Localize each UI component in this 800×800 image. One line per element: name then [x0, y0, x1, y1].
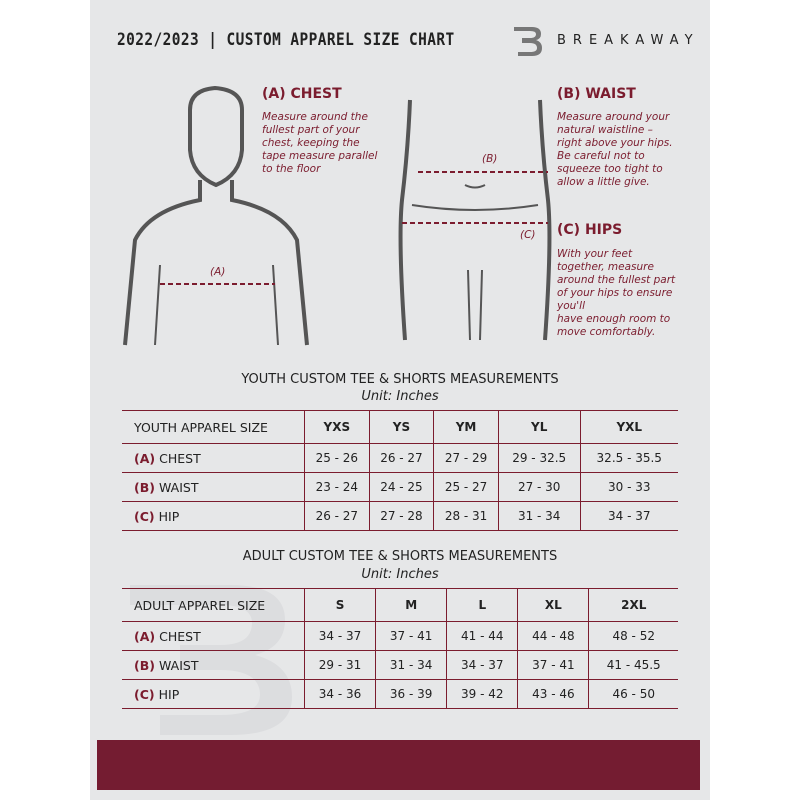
- table-cell: 34 - 36: [303, 679, 376, 709]
- size-header: 2XL: [588, 588, 678, 622]
- size-label: ADULT APPAREL SIZE: [122, 588, 305, 622]
- measure-label: (C) HIP: [122, 501, 305, 531]
- hips-description: With your feet together, measure around …: [557, 248, 676, 338]
- table-cell: 23 - 24: [304, 472, 370, 502]
- size-header: L: [446, 588, 518, 622]
- measure-letter: (B): [134, 479, 155, 495]
- measure-name: HIP: [158, 508, 180, 524]
- table-row: (C) HIP 34 - 36 36 - 39 39 - 42 43 - 46 46 - 5…: [122, 679, 678, 709]
- chest-heading: (A) CHEST: [262, 86, 342, 102]
- table-cell: 37 - 41: [375, 621, 447, 651]
- measure-letter: (C): [134, 686, 155, 702]
- table-cell: 36 - 39: [375, 679, 447, 709]
- brand-name: BREAKAWAY: [557, 33, 700, 48]
- page-title: 2022/2023 | CUSTOM APPAREL SIZE CHART: [117, 30, 455, 50]
- table-cell: 25 - 26: [304, 443, 370, 473]
- table-cell: 41 - 44: [446, 621, 518, 651]
- measure-name: WAIST: [158, 657, 199, 673]
- table-row: (B) WAIST 23 - 24 24 - 25 25 - 27 27 - 30 30 -…: [122, 472, 678, 502]
- youth-table-unit: Unit: Inches: [361, 389, 439, 404]
- waist-marker: (B): [482, 153, 498, 165]
- table-cell: 25 - 27: [433, 472, 499, 502]
- table-cell: 24 - 25: [368, 472, 434, 502]
- hip-marker: (C): [520, 229, 536, 241]
- measure-name: HIP: [158, 686, 180, 702]
- measure-label: (C) HIP: [122, 679, 305, 709]
- measure-name: CHEST: [159, 628, 201, 644]
- table-cell: 27 - 28: [368, 501, 434, 531]
- table-cell: 30 - 33: [579, 472, 678, 502]
- measure-name: CHEST: [159, 450, 201, 466]
- table-cell: 29 - 32.5: [497, 443, 581, 473]
- table-cell: 31 - 34: [497, 501, 581, 531]
- measure-label: (A) CHEST: [122, 621, 305, 651]
- waist-description: Measure around your natural waistline – …: [557, 111, 673, 188]
- table-cell: 41 - 45.5: [588, 650, 678, 680]
- measure-letter: (A): [134, 628, 156, 644]
- table-cell: 32.5 - 35.5: [579, 443, 678, 473]
- adult-table-unit: Unit: Inches: [361, 567, 439, 582]
- youth-table-title: YOUTH CUSTOM TEE & SHORTS MEASUREMENTS: [241, 372, 559, 387]
- table-cell: 31 - 34: [375, 650, 447, 680]
- measure-letter: (C): [134, 508, 155, 524]
- table-cell: 27 - 30: [497, 472, 581, 502]
- table-cell: 26 - 27: [368, 443, 434, 473]
- chest-marker: (A): [210, 266, 226, 278]
- table-row: (A) CHEST 34 - 37 37 - 41 41 - 44 44 - 48 48 -…: [122, 621, 678, 651]
- table-cell: 26 - 27: [304, 501, 370, 531]
- table-row: (A) CHEST 25 - 26 26 - 27 27 - 29 29 - 32.5 32…: [122, 443, 678, 473]
- adult-table-title: ADULT CUSTOM TEE & SHORTS MEASUREMENTS: [242, 549, 558, 564]
- table-cell: 29 - 31: [303, 650, 376, 680]
- lower-body-figure: [398, 99, 552, 341]
- measure-name: WAIST: [158, 479, 199, 495]
- waist-heading: (B) WAIST: [557, 86, 636, 102]
- figure-illustrations: [123, 85, 552, 346]
- table-cell: 34 - 37: [579, 501, 678, 531]
- table-header-row: YOUTH APPAREL SIZE YXS YS YM YL YXL: [122, 410, 678, 444]
- table-cell: 44 - 48: [517, 621, 589, 651]
- size-header: YS: [368, 410, 434, 444]
- table-cell: 39 - 42: [446, 679, 518, 709]
- size-header: XL: [517, 588, 589, 622]
- youth-size-table: YOUTH APPAREL SIZE YXS YS YM YL YXL (A) CHEST 25…: [122, 410, 678, 531]
- table-cell: 48 - 52: [588, 621, 678, 651]
- measure-letter: (A): [134, 450, 156, 466]
- table-cell: 43 - 46: [517, 679, 589, 709]
- adult-size-table: ADULT APPAREL SIZE S M L XL 2XL (A) CHEST 34 - 3…: [122, 588, 678, 709]
- measure-letter: (B): [134, 657, 155, 673]
- table-row: (B) WAIST 29 - 31 31 - 34 34 - 37 37 - 41 41 -…: [122, 650, 678, 680]
- size-header: YXS: [304, 410, 370, 444]
- upper-body-figure: [123, 85, 309, 346]
- size-header: S: [303, 588, 376, 622]
- table-cell: 27 - 29: [433, 443, 499, 473]
- brand-logo-icon: [514, 27, 542, 56]
- size-header: YXL: [579, 410, 678, 444]
- hips-heading: (C) HIPS: [557, 222, 623, 238]
- table-cell: 37 - 41: [517, 650, 589, 680]
- table-cell: 34 - 37: [446, 650, 518, 680]
- size-header: YL: [497, 410, 581, 444]
- measure-label: (B) WAIST: [122, 650, 305, 680]
- table-cell: 46 - 50: [588, 679, 678, 709]
- table-row: (C) HIP 26 - 27 27 - 28 28 - 31 31 - 34 34 - 3…: [122, 501, 678, 531]
- chest-description: Measure around the fullest part of your …: [262, 111, 378, 175]
- measure-label: (A) CHEST: [122, 443, 305, 473]
- footer-band: [97, 740, 700, 790]
- size-header: M: [375, 588, 447, 622]
- table-cell: 34 - 37: [303, 621, 376, 651]
- table-cell: 28 - 31: [433, 501, 499, 531]
- size-header: YM: [433, 410, 499, 444]
- table-header-row: ADULT APPAREL SIZE S M L XL 2XL: [122, 588, 678, 622]
- size-label: YOUTH APPAREL SIZE: [122, 410, 305, 444]
- measure-label: (B) WAIST: [122, 472, 305, 502]
